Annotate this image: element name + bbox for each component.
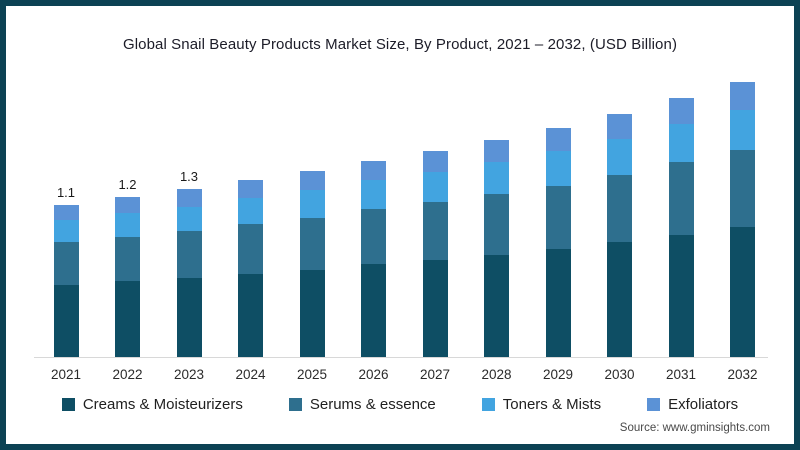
bar-2032	[730, 82, 755, 357]
x-axis-label-2028: 2028	[481, 367, 512, 382]
bar-2022	[115, 196, 140, 357]
bar-segment-toners-mists	[238, 198, 263, 225]
bar-segment-exfoliators	[545, 127, 571, 152]
bar-segment-serums-essence	[176, 231, 202, 279]
bar-segment-serums-essence	[422, 202, 448, 261]
bar-segment-toners-mists	[361, 180, 386, 210]
bar-segment-serums-essence	[115, 236, 140, 282]
bar-segment-creams-moisteurizers	[238, 274, 263, 357]
bar-segment-serums-essence	[484, 194, 509, 255]
bar-2024	[238, 180, 263, 357]
legend-item-creams-moisteurizers: Creams & Moisteurizers	[61, 396, 243, 413]
bar-segment-toners-mists	[422, 172, 448, 203]
bar-segment-exfoliators	[115, 196, 140, 214]
bar-segment-creams-moisteurizers	[299, 269, 325, 357]
legend-swatch-icon	[61, 398, 75, 411]
bar-2030	[607, 114, 632, 357]
x-axis-label-2027: 2027	[419, 367, 451, 382]
bar-2025	[299, 170, 325, 357]
bar-segment-exfoliators	[299, 170, 325, 190]
legend-label: Creams & Moisteurizers	[82, 396, 243, 413]
bar-segment-creams-moisteurizers	[53, 285, 79, 357]
bar-segment-exfoliators	[422, 151, 448, 173]
bar-value-label: 1.3	[179, 168, 199, 184]
bar-segment-serums-essence	[607, 174, 632, 243]
x-axis-label-2026: 2026	[358, 367, 389, 382]
bar-segment-exfoliators	[607, 114, 632, 139]
plot-area: 1.1 2021 1.2 2022 1.3 2023 2024 2025 2026 2027 202…	[6, 6, 794, 444]
bar-segment-toners-mists	[607, 138, 632, 175]
legend-swatch-icon	[288, 398, 302, 411]
x-axis-label-2024: 2024	[235, 367, 266, 382]
bar-segment-toners-mists	[176, 206, 202, 232]
bar-segment-toners-mists	[668, 123, 694, 163]
bar-segment-creams-moisteurizers	[730, 227, 755, 357]
legend-item-exfoliators: Exfoliators	[647, 396, 738, 413]
legend-item-toners-mists: Toners & Mists	[481, 396, 602, 413]
x-axis-label-2032: 2032	[727, 367, 758, 382]
bar-segment-exfoliators	[730, 82, 755, 110]
bar-2028	[484, 140, 509, 357]
bar-segment-serums-essence	[668, 162, 694, 236]
bar-segment-creams-moisteurizers	[484, 254, 509, 357]
x-axis-line	[34, 357, 768, 358]
bar-segment-toners-mists	[115, 213, 140, 237]
x-axis-label-2021: 2021	[50, 367, 82, 382]
bar-segment-exfoliators	[53, 205, 79, 221]
bar-segment-serums-essence	[299, 217, 325, 270]
x-axis-label-2025: 2025	[296, 367, 328, 382]
bar-2029	[545, 127, 571, 357]
legend-label: Exfoliators	[668, 396, 739, 413]
bar-segment-toners-mists	[484, 162, 509, 195]
bar-2021	[53, 205, 79, 357]
x-axis-label-2031: 2031	[665, 367, 697, 382]
bar-segment-exfoliators	[361, 161, 386, 181]
source-attribution: Source: www.gminsights.com	[619, 422, 770, 434]
bar-segment-serums-essence	[545, 185, 571, 250]
x-axis-label-2030: 2030	[604, 367, 635, 382]
bar-segment-toners-mists	[53, 220, 79, 243]
bar-segment-creams-moisteurizers	[361, 264, 386, 357]
bar-segment-serums-essence	[238, 224, 263, 275]
bar-segment-creams-moisteurizers	[115, 281, 140, 357]
bar-segment-toners-mists	[299, 190, 325, 218]
bar-2026	[361, 161, 386, 357]
bar-segment-creams-moisteurizers	[668, 235, 694, 357]
bar-segment-serums-essence	[730, 150, 755, 228]
legend-swatch-icon	[481, 398, 495, 411]
bar-2027	[422, 151, 448, 357]
bar-segment-exfoliators	[668, 97, 694, 124]
bar-segment-creams-moisteurizers	[545, 249, 571, 357]
chart-title: Global Snail Beauty Products Market Size…	[122, 36, 678, 53]
legend-item-serums-essence: Serums & essence	[288, 396, 436, 413]
bar-segment-toners-mists	[730, 110, 755, 150]
bar-segment-serums-essence	[53, 242, 79, 286]
bar-segment-creams-moisteurizers	[176, 278, 202, 357]
legend-label: Toners & Mists	[502, 396, 602, 413]
legend-label: Serums & essence	[309, 396, 436, 413]
bar-segment-exfoliators	[176, 188, 202, 207]
x-axis-label-2022: 2022	[112, 367, 143, 382]
legend-swatch-icon	[647, 398, 661, 411]
bar-segment-exfoliators	[484, 140, 509, 163]
bar-2023	[176, 188, 202, 357]
x-axis-label-2029: 2029	[542, 367, 574, 382]
bar-segment-serums-essence	[361, 209, 386, 265]
bar-segment-exfoliators	[238, 180, 263, 199]
bar-segment-creams-moisteurizers	[422, 260, 448, 357]
legend: Creams & Moisteurizers Serums & essence To…	[6, 396, 794, 413]
bar-value-label: 1.1	[56, 185, 76, 201]
bar-2031	[668, 97, 694, 357]
bar-segment-toners-mists	[545, 151, 571, 186]
bar-value-label: 1.2	[118, 176, 137, 192]
bar-segment-creams-moisteurizers	[607, 242, 632, 357]
x-axis-label-2023: 2023	[173, 367, 205, 382]
